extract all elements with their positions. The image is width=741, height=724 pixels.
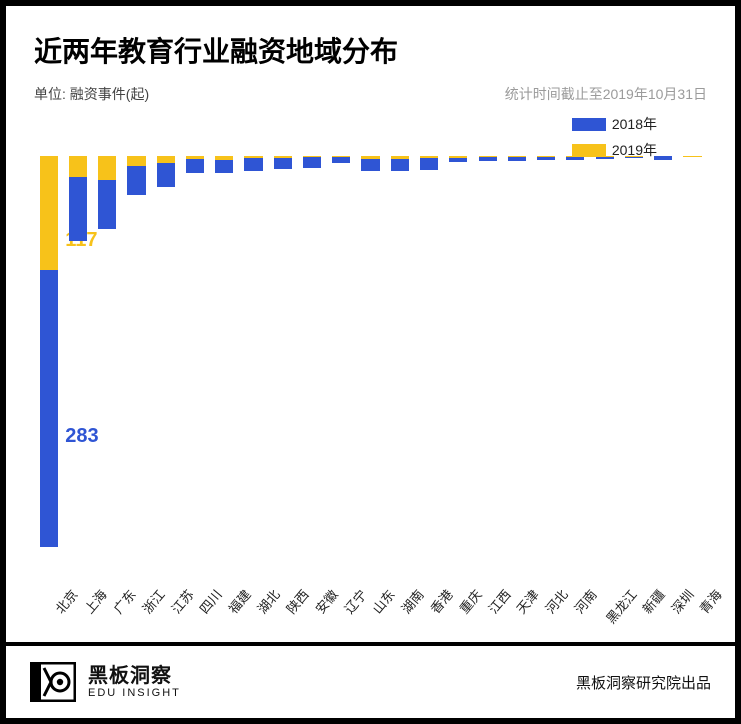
bar-group bbox=[414, 156, 443, 576]
bar-segment-2018 bbox=[596, 157, 614, 159]
brand: 黑板洞察 EDU INSIGHT bbox=[30, 662, 181, 702]
bar-group bbox=[63, 156, 92, 576]
bar-group bbox=[180, 156, 209, 576]
bar-segment-2018 bbox=[127, 166, 145, 195]
legend-swatch bbox=[572, 144, 606, 157]
bar-group bbox=[678, 156, 707, 576]
x-axis-label: 北京 bbox=[34, 577, 63, 612]
bar-group bbox=[619, 156, 648, 576]
bar-segment-2019 bbox=[98, 156, 116, 180]
chart-frame: 近两年教育行业融资地域分布 单位: 融资事件(起) 统计时间截止至2019年10… bbox=[0, 0, 741, 724]
bar-stack bbox=[683, 156, 701, 157]
subtitle-row: 单位: 融资事件(起) 统计时间截止至2019年10月31日 bbox=[34, 84, 707, 104]
bar-segment-2018 bbox=[244, 158, 262, 171]
bar-stack bbox=[303, 156, 321, 168]
bar-stack bbox=[625, 156, 643, 158]
bar-segment-2018 bbox=[157, 163, 175, 187]
bar-segment-2019 bbox=[157, 156, 175, 163]
bar-segment-2018 bbox=[361, 159, 379, 171]
bar-segment-2018 bbox=[566, 157, 584, 160]
bar-segment-2018 bbox=[508, 157, 526, 161]
plot: 283117 bbox=[34, 156, 707, 576]
bar-group bbox=[385, 156, 414, 576]
bar-group bbox=[297, 156, 326, 576]
chart-title: 近两年教育行业融资地域分布 bbox=[34, 30, 707, 70]
bar-group bbox=[473, 156, 502, 576]
bar-group bbox=[561, 156, 590, 576]
bar-segment-2018 bbox=[303, 157, 321, 168]
bar-stack bbox=[186, 156, 204, 173]
bar-segment-2019 bbox=[69, 156, 87, 177]
bar-stack bbox=[244, 156, 262, 171]
bar-segment-2018 bbox=[215, 160, 233, 173]
bar-stack bbox=[391, 156, 409, 171]
bar-group bbox=[444, 156, 473, 576]
bar-stack bbox=[215, 156, 233, 173]
bar-group bbox=[590, 156, 619, 576]
bar-segment-2019 bbox=[683, 156, 701, 157]
bar-group bbox=[268, 156, 297, 576]
bar-segment-2018 bbox=[186, 159, 204, 173]
bar-segment-2018 bbox=[420, 158, 438, 170]
footer-credit: 黑板洞察研究院出品 bbox=[576, 672, 711, 693]
bar-group bbox=[151, 156, 180, 576]
brand-name-cn: 黑板洞察 bbox=[88, 665, 181, 687]
chart-area: 283117 北京上海广东浙江江苏四川福建湖北陕西安徽辽宁山东湖南香港重庆江西天… bbox=[34, 156, 707, 612]
bar-group bbox=[356, 156, 385, 576]
bar-stack bbox=[449, 156, 467, 162]
bar-segment-2018 bbox=[274, 158, 292, 169]
bar-segment-2018 bbox=[332, 157, 350, 163]
bar-group bbox=[93, 156, 122, 576]
bar-segment-2018 bbox=[479, 157, 497, 161]
bar-stack bbox=[40, 156, 58, 547]
bar-stack bbox=[420, 156, 438, 170]
bar-stack bbox=[361, 156, 379, 171]
bar-stack bbox=[479, 156, 497, 161]
bar-segment-2018 bbox=[391, 159, 409, 171]
footer: 黑板洞察 EDU INSIGHT 黑板洞察研究院出品 bbox=[6, 642, 735, 718]
bar-stack bbox=[596, 156, 614, 159]
bars-container: 283117 bbox=[34, 156, 707, 576]
unit-label: 单位: 融资事件(起) bbox=[34, 84, 149, 104]
bar-segment-2018 bbox=[449, 158, 467, 162]
bar-stack bbox=[654, 156, 672, 160]
bar-group: 283117 bbox=[34, 156, 63, 576]
bar-segment-2019 bbox=[40, 156, 58, 270]
brand-text: 黑板洞察 EDU INSIGHT bbox=[88, 665, 181, 699]
legend-item: 2018年 bbox=[572, 114, 657, 134]
bar-stack bbox=[157, 156, 175, 187]
bar-group bbox=[502, 156, 531, 576]
bar-segment-2018 bbox=[98, 180, 116, 229]
bar-group bbox=[649, 156, 678, 576]
legend-swatch bbox=[572, 118, 606, 131]
bar-group bbox=[532, 156, 561, 576]
bar-stack bbox=[69, 156, 87, 241]
period-label: 统计时间截止至2019年10月31日 bbox=[505, 84, 707, 104]
bar-segment-2018 bbox=[625, 157, 643, 158]
bar-segment-2018 bbox=[69, 177, 87, 240]
bar-segment-2018 bbox=[40, 270, 58, 546]
bar-stack bbox=[332, 156, 350, 163]
x-axis: 北京上海广东浙江江苏四川福建湖北陕西安徽辽宁山东湖南香港重庆江西天津河北河南黑龙… bbox=[34, 576, 707, 612]
legend-label: 2018年 bbox=[612, 114, 657, 134]
bar-stack bbox=[566, 156, 584, 160]
bar-segment-2018 bbox=[654, 156, 672, 160]
bar-segment-2018 bbox=[537, 157, 555, 160]
bar-stack bbox=[127, 156, 145, 195]
bar-group bbox=[239, 156, 268, 576]
bar-stack bbox=[537, 156, 555, 160]
bar-group bbox=[122, 156, 151, 576]
bar-segment-2019 bbox=[127, 156, 145, 166]
brand-name-en: EDU INSIGHT bbox=[88, 687, 181, 699]
bar-group bbox=[327, 156, 356, 576]
bar-stack bbox=[508, 156, 526, 161]
bar-stack bbox=[274, 156, 292, 169]
legend: 2018年2019年 bbox=[572, 114, 657, 160]
bar-group bbox=[210, 156, 239, 576]
brand-logo-icon bbox=[30, 662, 76, 702]
bar-stack bbox=[98, 156, 116, 229]
